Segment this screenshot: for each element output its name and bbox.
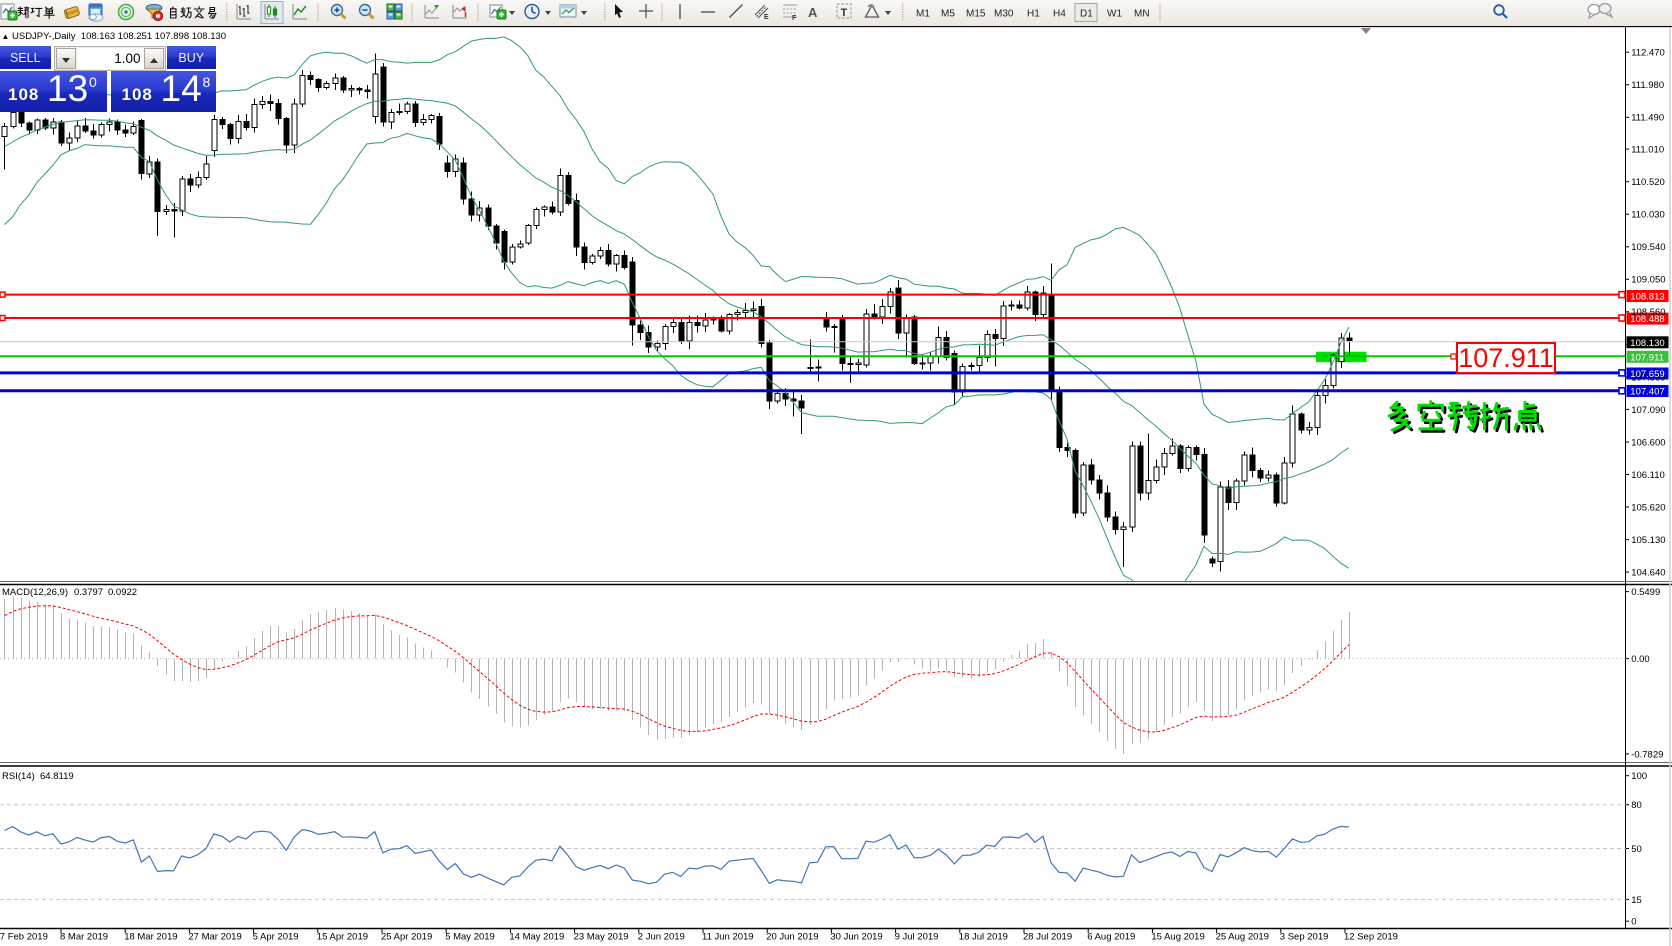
svg-text:M1: M1 <box>916 9 930 20</box>
svg-text:0.0922: 0.0922 <box>108 587 137 598</box>
svg-text:27 Feb 2019: 27 Feb 2019 <box>0 932 48 943</box>
svg-text:110.030: 110.030 <box>1631 210 1665 221</box>
svg-text:107.407: 107.407 <box>1630 387 1664 398</box>
svg-text:3 Sep 2019: 3 Sep 2019 <box>1280 932 1329 943</box>
svg-text:RSI(14): RSI(14) <box>2 771 35 782</box>
svg-text:108.560: 108.560 <box>1631 307 1665 318</box>
svg-text:25 Aug 2019: 25 Aug 2019 <box>1216 932 1269 943</box>
svg-text:107.090: 107.090 <box>1631 405 1665 416</box>
svg-text:23 May 2019: 23 May 2019 <box>574 932 629 943</box>
svg-text:111.980: 111.980 <box>1631 80 1664 91</box>
svg-text:M30: M30 <box>994 9 1014 20</box>
svg-text:W1: W1 <box>1107 9 1122 20</box>
svg-text:H1: H1 <box>1027 9 1040 20</box>
svg-text:106.600: 106.600 <box>1631 437 1665 448</box>
svg-text:MACD(12,26,9): MACD(12,26,9) <box>2 587 68 598</box>
svg-text:15 Apr 2019: 15 Apr 2019 <box>317 932 368 943</box>
svg-text:0.5499: 0.5499 <box>1631 587 1660 598</box>
svg-text:30 Jun 2019: 30 Jun 2019 <box>830 932 882 943</box>
svg-text:▲: ▲ <box>2 32 10 41</box>
svg-text:0.3797: 0.3797 <box>74 587 103 598</box>
svg-text:80: 80 <box>1631 800 1642 811</box>
svg-text:6 Aug 2019: 6 Aug 2019 <box>1087 932 1135 943</box>
svg-text:106.110: 106.110 <box>1631 470 1665 481</box>
svg-text:M15: M15 <box>966 9 986 20</box>
svg-text:108.813: 108.813 <box>1630 292 1664 303</box>
svg-text:8 Mar 2019: 8 Mar 2019 <box>60 932 108 943</box>
svg-text:E: E <box>764 14 769 21</box>
svg-text:2 Jun 2019: 2 Jun 2019 <box>638 932 685 943</box>
svg-text:18 Jul 2019: 18 Jul 2019 <box>959 932 1008 943</box>
svg-text:5 Apr 2019: 5 Apr 2019 <box>253 932 299 943</box>
svg-text:11 Jun 2019: 11 Jun 2019 <box>702 932 754 943</box>
svg-text:9 Jul 2019: 9 Jul 2019 <box>895 932 939 943</box>
svg-text:T: T <box>841 7 848 19</box>
svg-text:25 Apr 2019: 25 Apr 2019 <box>381 932 432 943</box>
svg-text:MN: MN <box>1134 9 1150 20</box>
svg-text:100: 100 <box>1631 771 1647 782</box>
svg-text:A: A <box>808 5 818 20</box>
svg-text:108.070: 108.070 <box>1631 340 1665 351</box>
svg-text:USDJPY-,Daily 108.163 108.251: USDJPY-,Daily 108.163 108.251 107.898 10… <box>12 31 226 42</box>
svg-text:-0.7829: -0.7829 <box>1631 749 1663 760</box>
svg-text:20 Jun 2019: 20 Jun 2019 <box>766 932 818 943</box>
svg-text:F: F <box>792 15 797 22</box>
svg-text:107.911: 107.911 <box>1630 352 1664 363</box>
svg-text:D1: D1 <box>1080 9 1093 20</box>
svg-text:28 Jul 2019: 28 Jul 2019 <box>1023 932 1072 943</box>
svg-text:105.620: 105.620 <box>1631 502 1665 513</box>
svg-text:105.130: 105.130 <box>1631 535 1665 546</box>
svg-text:64.8119: 64.8119 <box>40 771 74 782</box>
svg-text:15: 15 <box>1631 895 1642 906</box>
svg-text:27 Mar 2019: 27 Mar 2019 <box>188 932 241 943</box>
svg-text:15 Aug 2019: 15 Aug 2019 <box>1151 932 1204 943</box>
svg-text:14 May 2019: 14 May 2019 <box>509 932 564 943</box>
svg-text:H4: H4 <box>1053 9 1066 20</box>
svg-text:18 Mar 2019: 18 Mar 2019 <box>124 932 177 943</box>
svg-text:M5: M5 <box>941 9 955 20</box>
svg-text:50: 50 <box>1631 844 1642 855</box>
svg-text:12 Sep 2019: 12 Sep 2019 <box>1344 932 1398 943</box>
svg-text:5 May 2019: 5 May 2019 <box>445 932 495 943</box>
svg-text:112.470: 112.470 <box>1631 48 1665 59</box>
svg-text:107.659: 107.659 <box>1630 369 1664 380</box>
svg-text:0: 0 <box>1631 917 1636 928</box>
svg-text:109.540: 109.540 <box>1631 242 1665 253</box>
svg-text:107.580: 107.580 <box>1631 372 1665 383</box>
svg-text:111.010: 111.010 <box>1631 145 1664 156</box>
svg-text:108.130: 108.130 <box>1630 338 1664 349</box>
svg-text:104.640: 104.640 <box>1631 568 1665 579</box>
svg-text:111.490: 111.490 <box>1631 113 1664 124</box>
svg-text:110.520: 110.520 <box>1631 177 1665 188</box>
svg-text:109.050: 109.050 <box>1631 275 1665 286</box>
svg-text:0.00: 0.00 <box>1631 654 1650 665</box>
svg-text:108.488: 108.488 <box>1630 314 1664 325</box>
